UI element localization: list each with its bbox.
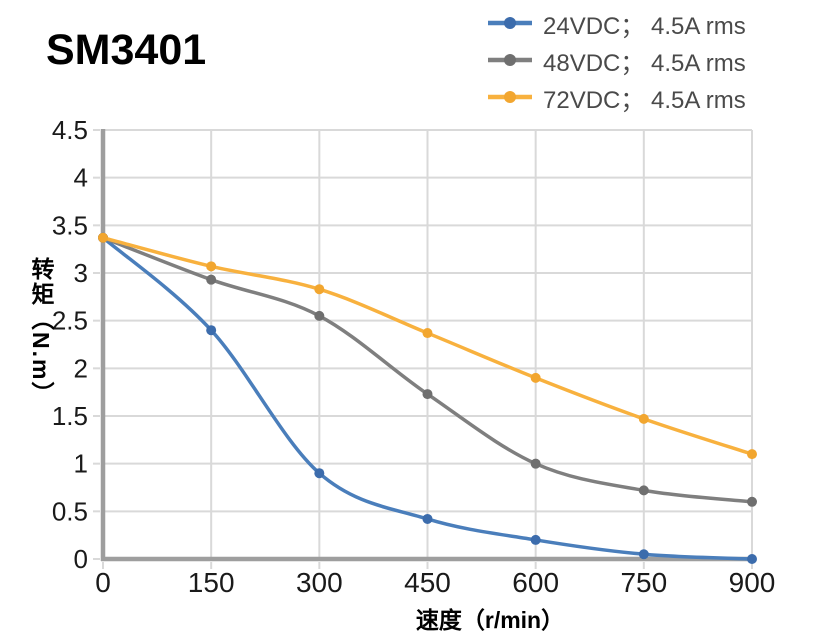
line-with-dot-marker-icon	[488, 91, 532, 103]
data-point-marker-48vdc	[314, 310, 325, 321]
data-point-marker-72vdc	[98, 232, 108, 243]
data-point-marker-48vdc	[422, 389, 433, 400]
y-tick-label: 0	[74, 544, 88, 574]
data-point-marker-24vdc	[314, 468, 325, 479]
x-tick-label: 450	[404, 567, 451, 598]
data-point-marker-72vdc	[206, 261, 217, 272]
data-point-marker-24vdc	[206, 325, 217, 336]
data-point-marker-72vdc	[314, 284, 325, 295]
legend-item-48vdc: 48VDC； 4.5A rms	[486, 45, 746, 77]
y-axis-title: 转矩（N.m）	[28, 257, 54, 407]
legend-label-48vdc: 48VDC； 4.5A rms	[543, 49, 746, 77]
legend-item-72vdc: 72VDC； 4.5A rms	[486, 82, 746, 114]
data-point-marker-72vdc	[422, 328, 433, 339]
y-tick-label: 3.5	[52, 210, 88, 240]
y-tick-label: 2.5	[52, 306, 88, 336]
legend-label-72vdc: 72VDC； 4.5A rms	[543, 86, 746, 114]
x-tick-label: 300	[296, 567, 343, 598]
y-tick-label: 1.5	[52, 401, 88, 431]
legend-item-24vdc: 24VDC； 4.5A rms	[486, 8, 746, 40]
line-with-dot-marker-icon	[488, 54, 532, 66]
x-tick-label: 900	[729, 567, 776, 598]
data-point-marker-24vdc	[638, 549, 649, 560]
line-with-dot-marker-icon	[488, 17, 532, 29]
legend-label-24vdc: 24VDC； 4.5A rms	[543, 12, 746, 40]
data-point-marker-48vdc	[206, 274, 217, 285]
y-tick-label: 4.5	[52, 115, 88, 145]
y-tick-label: 1	[74, 449, 88, 479]
data-point-marker-24vdc	[422, 513, 433, 524]
data-point-marker-48vdc	[747, 496, 757, 507]
x-tick-label: 150	[188, 567, 235, 598]
legend: 24VDC； 4.5A rms 48VDC； 4.5A rms 72VDC； 4…	[486, 8, 746, 114]
y-tick-label: 0.5	[52, 496, 88, 526]
data-point-marker-24vdc	[747, 554, 757, 564]
x-tick-label: 600	[512, 567, 559, 598]
data-point-marker-48vdc	[638, 485, 649, 496]
chart-title: SM3401	[46, 26, 207, 74]
y-tick-label: 3	[74, 258, 88, 288]
y-tick-label: 2	[74, 353, 88, 383]
data-point-marker-72vdc	[638, 413, 649, 424]
data-point-marker-48vdc	[530, 458, 541, 469]
x-tick-label: 750	[620, 567, 667, 598]
data-point-marker-24vdc	[530, 534, 541, 545]
data-point-marker-72vdc	[747, 449, 757, 460]
x-axis-title: 速度（r/min）	[415, 607, 565, 633]
x-tick-label: 0	[95, 567, 111, 598]
y-tick-label: 4	[74, 163, 88, 193]
data-point-marker-72vdc	[530, 372, 541, 383]
